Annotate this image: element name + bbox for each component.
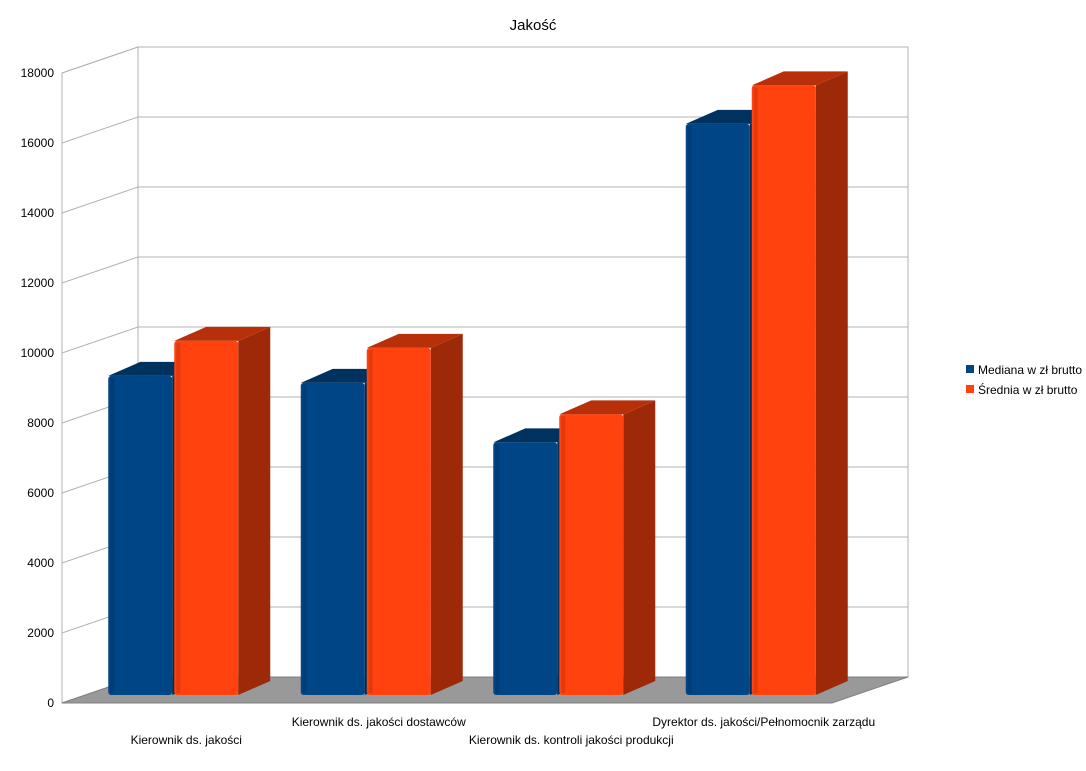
- bar: [366, 333, 463, 695]
- y-tick-label: 0: [47, 696, 54, 710]
- bar-front: [751, 85, 816, 695]
- y-tick-label: 10000: [21, 346, 55, 360]
- bar: [559, 400, 656, 695]
- bar-side: [238, 326, 271, 695]
- bar-edge-shade: [495, 444, 500, 693]
- y-tick-label: 12000: [21, 276, 55, 290]
- bars: [108, 71, 848, 695]
- y-tick-label: 6000: [27, 486, 54, 500]
- bar-edge-shade: [687, 125, 692, 693]
- x-category-label: Kierownik ds. kontroli jakości produkcji: [469, 733, 674, 747]
- bar-top: [751, 71, 848, 86]
- bar-edge-shade: [753, 87, 758, 693]
- bar-front: [559, 414, 624, 695]
- gridline: [61, 256, 908, 284]
- y-tick-label: 4000: [27, 556, 54, 570]
- gridline: [61, 46, 908, 74]
- legend-swatch: [966, 365, 974, 373]
- gridline: [61, 186, 908, 214]
- x-axis-categories: Kierownik ds. jakości Kierownik ds. jakoś…: [131, 715, 876, 747]
- y-tick-label: 8000: [27, 416, 54, 430]
- y-tick-label: 18000: [21, 66, 55, 80]
- bar-top: [366, 333, 463, 348]
- bar-edge-shade: [302, 384, 307, 693]
- bar: [174, 326, 271, 695]
- y-tick-label: 14000: [21, 206, 55, 220]
- bar-edge-shade: [176, 342, 181, 693]
- bar-front: [300, 382, 365, 695]
- bar-front: [108, 375, 173, 695]
- bar-front: [366, 347, 431, 695]
- x-category-label: Kierownik ds. jakości dostawców: [292, 715, 466, 729]
- chart-title: Jakość: [510, 17, 557, 34]
- gridline: [61, 116, 908, 144]
- bar-top: [174, 326, 271, 341]
- bar-front: [493, 442, 558, 695]
- bar-edge-shade: [368, 349, 373, 693]
- bar-top: [559, 400, 656, 415]
- legend-swatch: [966, 385, 974, 393]
- x-category-label: Dyrektor ds. jakości/Pełnomocnik zarządu: [652, 715, 875, 729]
- bar-side: [815, 71, 848, 695]
- y-tick-label: 2000: [27, 626, 54, 640]
- bar: [751, 71, 848, 695]
- legend: Mediana w zł brutto Średnia w zł brutto: [966, 363, 1082, 397]
- y-tick-label: 16000: [21, 136, 55, 150]
- bar-edge-shade: [110, 377, 115, 693]
- bar-side: [623, 400, 656, 695]
- legend-label: Średnia w zł brutto: [978, 382, 1078, 397]
- x-category-label: Kierownik ds. jakości: [131, 733, 242, 747]
- legend-label: Mediana w zł brutto: [978, 363, 1082, 377]
- bar-edge-shade: [561, 416, 566, 693]
- bar-side: [430, 333, 463, 695]
- bar-front: [174, 340, 239, 695]
- bar-front: [685, 123, 750, 695]
- y-axis-ticks: 0 2000 4000 6000 8000 10000 12000 14000 16000 180…: [21, 66, 55, 710]
- gridline: [61, 326, 908, 354]
